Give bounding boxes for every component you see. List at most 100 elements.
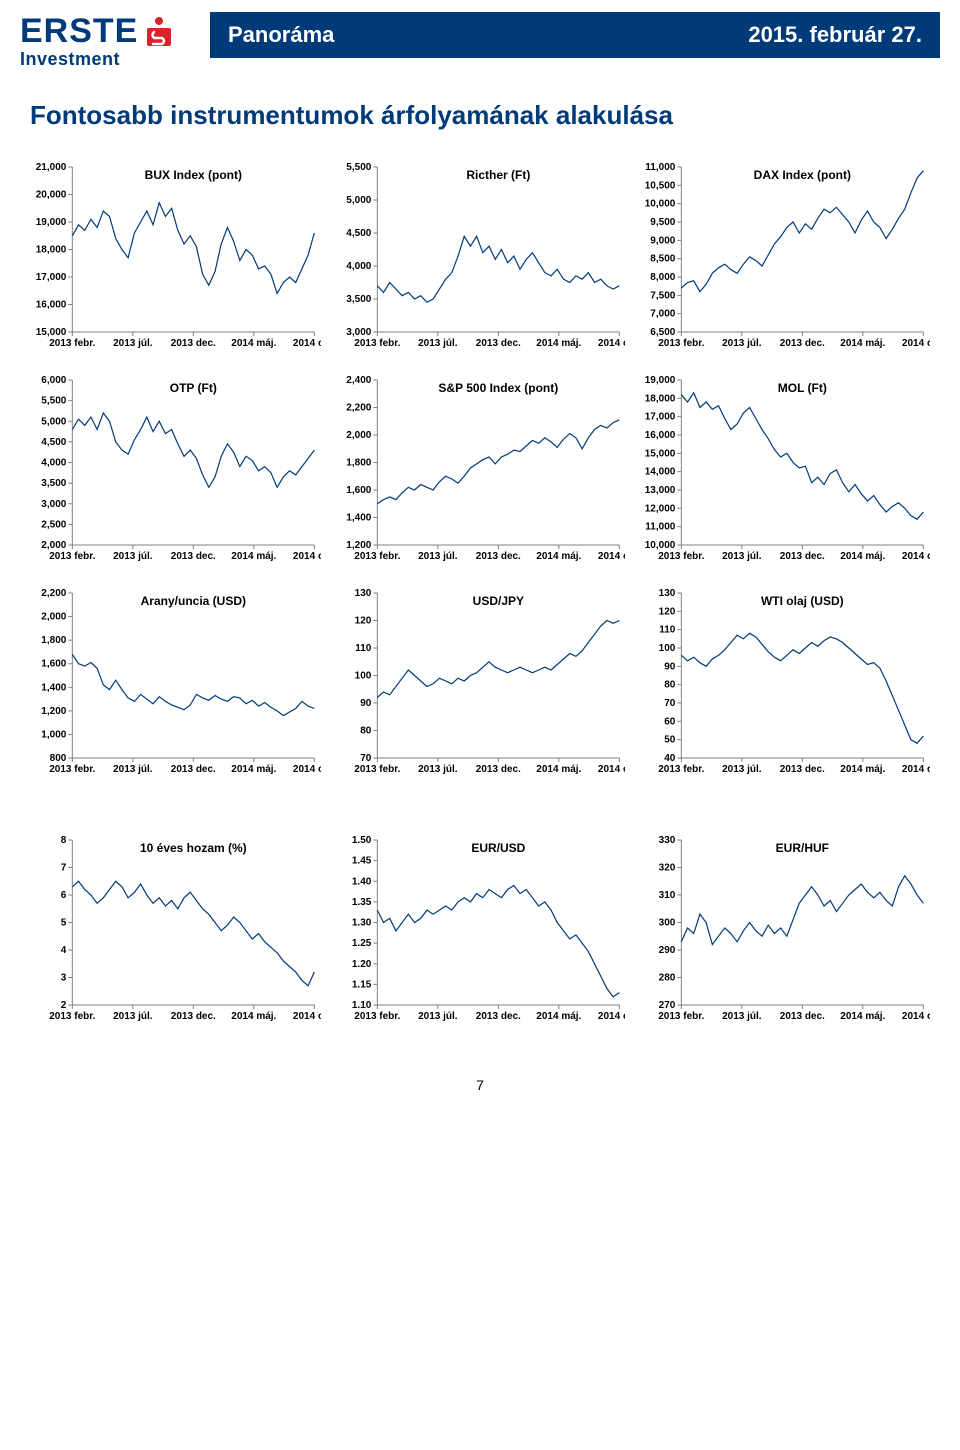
svg-text:4,000: 4,000 bbox=[346, 261, 371, 272]
svg-text:4,000: 4,000 bbox=[41, 458, 66, 469]
svg-text:5,500: 5,500 bbox=[346, 162, 371, 173]
svg-text:OTP (Ft): OTP (Ft) bbox=[170, 381, 217, 395]
chart-gold: 8001,0001,2001,4001,6001,8002,0002,20020… bbox=[30, 585, 321, 780]
svg-text:90: 90 bbox=[360, 698, 372, 709]
svg-text:2014 okt.: 2014 okt. bbox=[902, 338, 930, 349]
svg-text:15,000: 15,000 bbox=[645, 448, 676, 459]
svg-text:4: 4 bbox=[61, 945, 67, 956]
svg-text:1,600: 1,600 bbox=[346, 485, 371, 496]
svg-text:2013 júl.: 2013 júl. bbox=[418, 338, 458, 349]
svg-text:2014 máj.: 2014 máj. bbox=[841, 764, 886, 775]
svg-text:11,000: 11,000 bbox=[646, 162, 676, 173]
svg-text:7,500: 7,500 bbox=[651, 290, 676, 301]
svg-text:12,000: 12,000 bbox=[645, 503, 676, 514]
svg-text:15,000: 15,000 bbox=[36, 327, 67, 338]
svg-text:7,000: 7,000 bbox=[651, 309, 676, 320]
svg-text:1.10: 1.10 bbox=[352, 1000, 372, 1011]
svg-text:4,500: 4,500 bbox=[41, 437, 66, 448]
svg-text:3,500: 3,500 bbox=[346, 294, 371, 305]
svg-text:21,000: 21,000 bbox=[36, 162, 67, 173]
svg-text:2013 febr.: 2013 febr. bbox=[659, 764, 705, 775]
svg-text:18,000: 18,000 bbox=[645, 393, 676, 404]
svg-text:1,200: 1,200 bbox=[346, 540, 371, 551]
svg-text:2013 febr.: 2013 febr. bbox=[659, 1011, 705, 1022]
svg-text:7: 7 bbox=[61, 863, 67, 874]
svg-text:50: 50 bbox=[665, 735, 677, 746]
svg-text:2,200: 2,200 bbox=[41, 588, 66, 599]
svg-text:1.35: 1.35 bbox=[352, 897, 372, 908]
svg-text:2,500: 2,500 bbox=[41, 519, 66, 530]
chart-eurhuf: 2702802903003103203302013 febr.2013 júl.… bbox=[639, 832, 930, 1027]
svg-text:2014 máj.: 2014 máj. bbox=[841, 1011, 886, 1022]
svg-text:2,400: 2,400 bbox=[346, 375, 371, 386]
svg-text:17,000: 17,000 bbox=[645, 412, 676, 423]
svg-text:300: 300 bbox=[659, 918, 676, 929]
chart-richter: 3,0003,5004,0004,5005,0005,5002013 febr.… bbox=[335, 159, 626, 354]
svg-text:100: 100 bbox=[354, 671, 371, 682]
svg-text:110: 110 bbox=[660, 625, 677, 636]
svg-text:110: 110 bbox=[355, 643, 372, 654]
svg-text:6,000: 6,000 bbox=[41, 375, 66, 386]
svg-text:1,400: 1,400 bbox=[41, 682, 66, 693]
svg-text:2014 máj.: 2014 máj. bbox=[841, 551, 886, 562]
svg-text:1,000: 1,000 bbox=[41, 729, 66, 740]
svg-text:80: 80 bbox=[360, 726, 372, 737]
svg-text:2014 okt.: 2014 okt. bbox=[598, 764, 626, 775]
svg-text:2013 júl.: 2013 júl. bbox=[722, 1011, 762, 1022]
svg-text:70: 70 bbox=[360, 753, 372, 764]
svg-text:2013 dec.: 2013 dec. bbox=[171, 338, 216, 349]
svg-text:1.50: 1.50 bbox=[352, 835, 372, 846]
svg-text:2013 dec.: 2013 dec. bbox=[780, 1011, 825, 1022]
svg-text:2013 febr.: 2013 febr. bbox=[354, 764, 400, 775]
svg-text:2013 febr.: 2013 febr. bbox=[354, 338, 400, 349]
svg-text:90: 90 bbox=[665, 661, 677, 672]
doc-date: 2015. február 27. bbox=[748, 22, 922, 48]
svg-text:1,400: 1,400 bbox=[346, 513, 371, 524]
svg-text:BUX Index (pont): BUX Index (pont) bbox=[145, 168, 242, 182]
chart-grid-2: 23456782013 febr.2013 júl.2013 dec.2014 … bbox=[0, 814, 960, 1037]
svg-text:2013 júl.: 2013 júl. bbox=[418, 764, 458, 775]
svg-text:2013 febr.: 2013 febr. bbox=[49, 764, 95, 775]
chart-10y-yield: 23456782013 febr.2013 júl.2013 dec.2014 … bbox=[30, 832, 321, 1027]
svg-text:40: 40 bbox=[665, 753, 677, 764]
svg-text:2013 febr.: 2013 febr. bbox=[354, 551, 400, 562]
svg-text:1.40: 1.40 bbox=[352, 876, 372, 887]
svg-text:2014 máj.: 2014 máj. bbox=[536, 551, 581, 562]
chart-wti: 4050607080901001101201302013 febr.2013 j… bbox=[639, 585, 930, 780]
svg-text:19,000: 19,000 bbox=[36, 217, 67, 228]
svg-text:5,000: 5,000 bbox=[346, 195, 371, 206]
svg-text:17,000: 17,000 bbox=[36, 272, 67, 283]
svg-text:2013 dec.: 2013 dec. bbox=[475, 1011, 520, 1022]
svg-text:1.15: 1.15 bbox=[352, 979, 372, 990]
svg-text:270: 270 bbox=[659, 1000, 676, 1011]
svg-text:11,000: 11,000 bbox=[646, 522, 676, 533]
svg-text:80: 80 bbox=[665, 680, 677, 691]
svg-text:2013 júl.: 2013 júl. bbox=[722, 338, 762, 349]
title-bar: Panoráma 2015. február 27. bbox=[210, 12, 940, 58]
svg-text:2014 okt.: 2014 okt. bbox=[902, 1011, 930, 1022]
section-title: Fontosabb instrumentumok árfolyamának al… bbox=[30, 100, 930, 131]
svg-text:8,500: 8,500 bbox=[651, 254, 676, 265]
doc-title: Panoráma bbox=[228, 22, 334, 48]
svg-text:8: 8 bbox=[61, 835, 67, 846]
svg-text:330: 330 bbox=[659, 835, 676, 846]
page-number: 7 bbox=[0, 1077, 960, 1113]
chart-usdjpy: 7080901001101201302013 febr.2013 júl.201… bbox=[335, 585, 626, 780]
svg-text:2,000: 2,000 bbox=[41, 612, 66, 623]
svg-text:2: 2 bbox=[61, 1000, 67, 1011]
svg-text:10,000: 10,000 bbox=[645, 199, 676, 210]
svg-text:DAX Index (pont): DAX Index (pont) bbox=[754, 168, 851, 182]
svg-text:1.30: 1.30 bbox=[352, 918, 372, 929]
svg-text:1,800: 1,800 bbox=[41, 635, 66, 646]
svg-text:2013 dec.: 2013 dec. bbox=[171, 1011, 216, 1022]
svg-text:290: 290 bbox=[659, 945, 676, 956]
chart-eurusd: 1.101.151.201.251.301.351.401.451.502013… bbox=[335, 832, 626, 1027]
svg-text:310: 310 bbox=[659, 890, 676, 901]
svg-text:20,000: 20,000 bbox=[36, 190, 67, 201]
svg-text:2013 febr.: 2013 febr. bbox=[49, 338, 95, 349]
svg-text:2014 okt.: 2014 okt. bbox=[902, 764, 930, 775]
page-header: ERSTE Investment Panoráma 2015. február … bbox=[0, 0, 960, 70]
svg-text:10,000: 10,000 bbox=[645, 540, 676, 551]
svg-text:2013 dec.: 2013 dec. bbox=[475, 764, 520, 775]
svg-text:18,000: 18,000 bbox=[36, 245, 67, 256]
